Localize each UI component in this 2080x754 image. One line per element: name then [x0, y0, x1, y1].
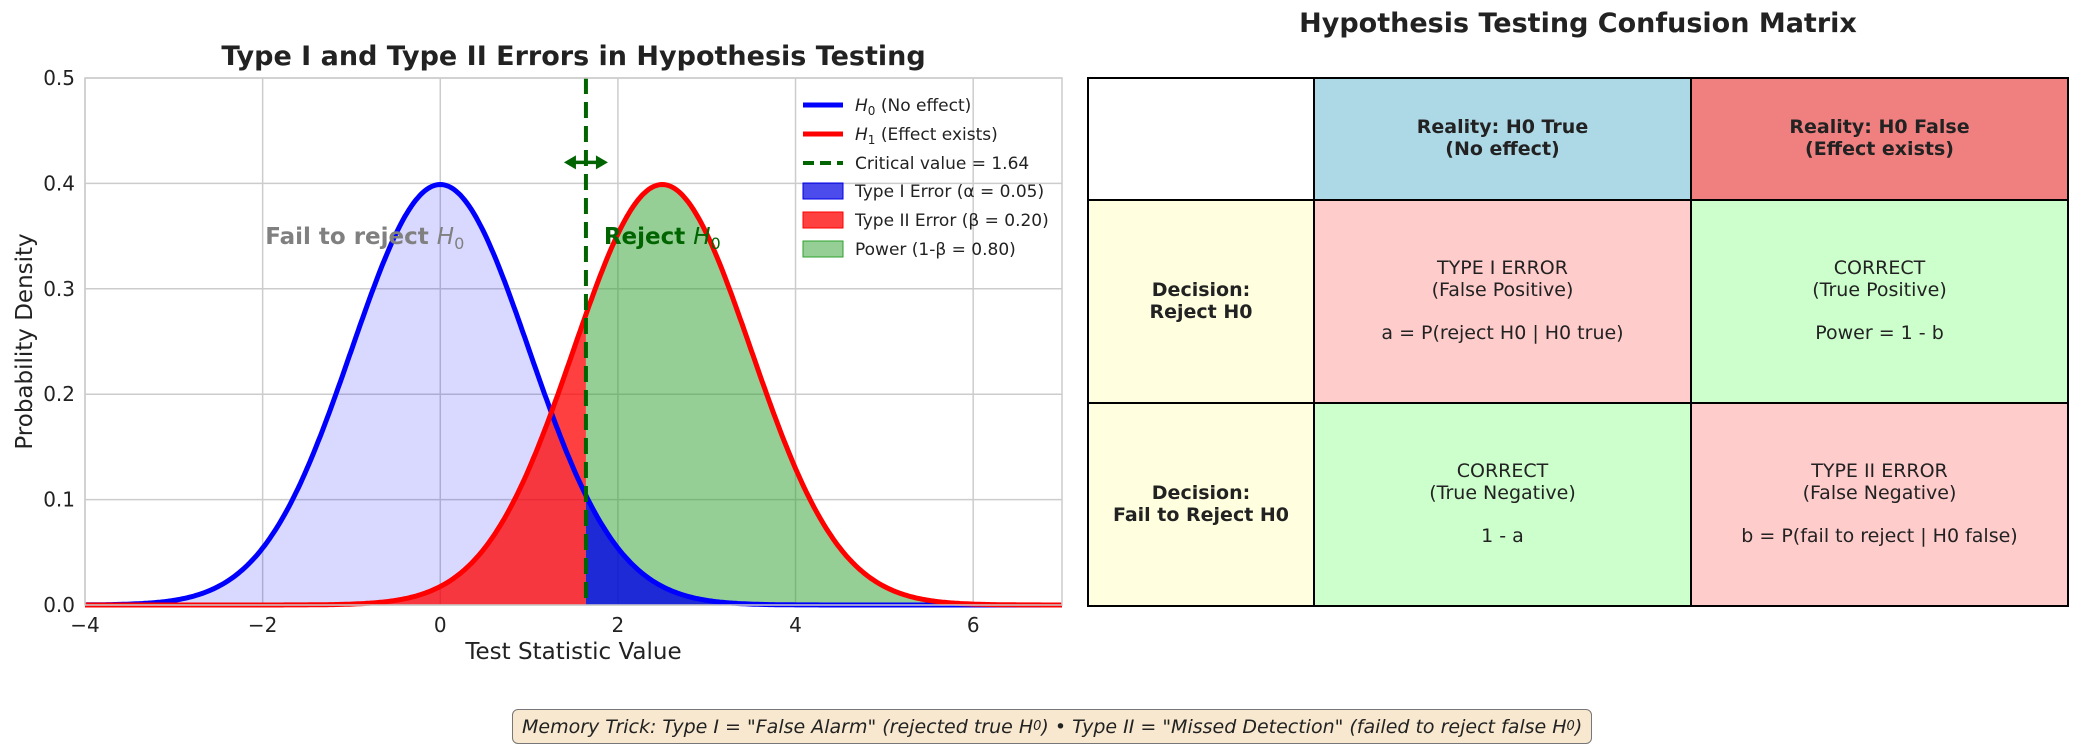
plot-frame	[84, 77, 1063, 606]
type-ii-error-area	[85, 314, 586, 605]
legend: H0 (No effect) H1 (Effect exists) Critical…	[802, 96, 1049, 260]
legend-area-label: Type I Error (α = 0.05)	[854, 182, 1044, 202]
memory-trick-text-3: )	[1574, 715, 1583, 738]
error-distribution-chart: Type I and Type II Errors in Hypothesis …	[12, 41, 1063, 665]
x-tick-label: −2	[248, 613, 277, 637]
confusion-matrix: Reality: H0 True (No effect) Reality: H0…	[1087, 77, 2069, 607]
type-i-error-area	[585, 495, 1062, 605]
matrix-cell-true-positive: CORRECT (True Positive) Power = 1 - b	[1690, 199, 2069, 404]
x-tick-label: 6	[967, 613, 980, 637]
matrix-cell-type-i-error: TYPE I ERROR (False Positive) a = P(reje…	[1313, 199, 1692, 404]
y-tick-label: 0.3	[43, 277, 75, 301]
legend-area-label: Power (1-β = 0.80)	[855, 240, 1016, 260]
memory-trick-sub-2: 0	[1566, 719, 1575, 734]
matrix-row-header-reject: Decision: Reject H0	[1087, 199, 1315, 404]
matrix-col-header-h0-false: Reality: H0 False (Effect exists)	[1690, 77, 2069, 201]
legend-area-label: Type II Error (β = 0.20)	[854, 211, 1049, 231]
reject-label: Reject H0	[604, 224, 721, 253]
x-tick-label: 0	[434, 613, 447, 637]
matrix-cell-true-negative: CORRECT (True Negative) 1 - a	[1313, 402, 1692, 607]
chart-title: Type I and Type II Errors in Hypothesis …	[221, 41, 925, 72]
x-axis-label: Test Statistic Value	[464, 639, 681, 665]
fail-to-reject-label: Fail to reject H0	[265, 224, 464, 253]
legend-critical-label: Critical value = 1.64	[855, 154, 1029, 174]
matrix-corner-cell	[1087, 77, 1315, 201]
y-tick-label: 0.5	[43, 66, 75, 90]
y-tick-label: 0.2	[43, 382, 75, 406]
legend-h1-label: H1 (Effect exists)	[855, 125, 998, 147]
memory-trick-text-2: ) • Type II = "Missed Detection" (failed…	[1041, 715, 1567, 738]
y-axis-label: Probability Density	[12, 233, 38, 449]
y-tick-label: 0.4	[43, 171, 75, 195]
legend-area-swatch	[802, 211, 844, 229]
memory-trick-text-1: Memory Trick: Type I = "False Alarm" (re…	[522, 715, 1034, 738]
matrix-cell-type-ii-error: TYPE II ERROR (False Negative) b = P(fai…	[1690, 402, 2069, 607]
legend-h0-label: H0 (No effect)	[855, 96, 971, 118]
matrix-title: Hypothesis Testing Confusion Matrix	[1299, 8, 1857, 39]
x-tick-label: 4	[789, 613, 802, 637]
y-tick-label: 0.1	[43, 488, 75, 512]
h0-acceptance-fill	[85, 184, 586, 605]
legend-area-swatch	[802, 240, 844, 258]
critical-arrow-right-head	[595, 155, 608, 170]
power-area	[585, 184, 1062, 605]
y-tick-label: 0.0	[43, 593, 75, 617]
legend-area-swatch	[802, 182, 844, 200]
matrix-col-header-h0-true: Reality: H0 True (No effect)	[1313, 77, 1692, 201]
x-tick-label: −4	[70, 613, 99, 637]
x-tick-label: 2	[612, 613, 625, 637]
matrix-row-header-fail-to-reject: Decision: Fail to Reject H0	[1087, 402, 1315, 607]
memory-trick-box: Memory Trick: Type I = "False Alarm" (re…	[512, 709, 1593, 744]
critical-arrow-left-head	[563, 155, 576, 170]
memory-trick-sub-1: 0	[1033, 719, 1042, 734]
